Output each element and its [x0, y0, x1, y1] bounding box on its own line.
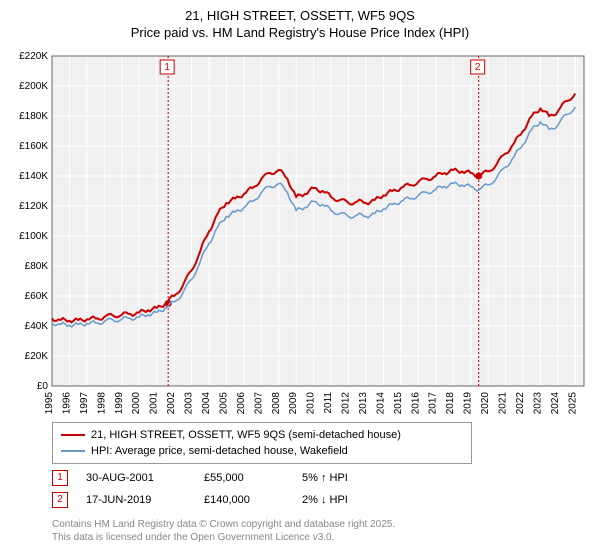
svg-text:2019: 2019 — [463, 391, 474, 414]
svg-text:£220K: £220K — [19, 51, 48, 62]
svg-text:2001: 2001 — [149, 391, 160, 414]
svg-text:2015: 2015 — [393, 391, 404, 414]
svg-text:2018: 2018 — [445, 391, 456, 414]
svg-text:£120K: £120K — [19, 201, 48, 212]
svg-text:1999: 1999 — [114, 391, 125, 414]
marker-price: £140,000 — [204, 494, 284, 506]
svg-text:2006: 2006 — [236, 391, 247, 414]
svg-text:£0: £0 — [37, 381, 49, 392]
svg-text:£60K: £60K — [25, 291, 49, 302]
svg-text:2014: 2014 — [375, 391, 386, 414]
footer-line2: This data is licensed under the Open Gov… — [52, 532, 334, 543]
transaction-rows: 1 30-AUG-2001 £55,000 5% ↑ HPI 2 17-JUN-2… — [8, 470, 592, 508]
title-line1: 21, HIGH STREET, OSSETT, WF5 9QS — [185, 8, 415, 23]
marker-delta: 5% ↑ HPI — [302, 472, 348, 484]
legend-label-1: 21, HIGH STREET, OSSETT, WF5 9QS (semi-d… — [91, 429, 401, 441]
svg-text:2: 2 — [475, 62, 481, 73]
svg-text:1: 1 — [164, 62, 170, 73]
footer: Contains HM Land Registry data © Crown c… — [52, 518, 592, 544]
svg-text:2002: 2002 — [166, 391, 177, 414]
svg-text:2017: 2017 — [428, 391, 439, 414]
marker-price: £55,000 — [204, 472, 284, 484]
svg-text:£100K: £100K — [19, 231, 48, 242]
title-line2: Price paid vs. HM Land Registry's House … — [131, 25, 469, 40]
transaction-row: 2 17-JUN-2019 £140,000 2% ↓ HPI — [52, 492, 592, 508]
svg-text:2012: 2012 — [341, 391, 352, 414]
transaction-row: 1 30-AUG-2001 £55,000 5% ↑ HPI — [52, 470, 592, 486]
svg-text:2007: 2007 — [253, 391, 264, 414]
svg-text:£20K: £20K — [25, 351, 49, 362]
legend-item-1: 21, HIGH STREET, OSSETT, WF5 9QS (semi-d… — [61, 427, 463, 443]
svg-text:2025: 2025 — [567, 391, 578, 414]
legend-label-2: HPI: Average price, semi-detached house,… — [91, 445, 348, 457]
svg-text:2024: 2024 — [550, 391, 561, 414]
svg-text:2016: 2016 — [410, 391, 421, 414]
svg-text:£140K: £140K — [19, 171, 48, 182]
svg-text:£160K: £160K — [19, 141, 48, 152]
marker-date: 30-AUG-2001 — [86, 472, 186, 484]
svg-text:2021: 2021 — [498, 391, 509, 414]
legend-swatch-2 — [61, 450, 85, 452]
svg-text:2020: 2020 — [480, 391, 491, 414]
legend-swatch-1 — [61, 434, 85, 436]
svg-text:1996: 1996 — [61, 391, 72, 414]
marker-date: 17-JUN-2019 — [86, 494, 186, 506]
chart-svg: £0 £20K £40K £60K £80K £100K £120K £140K £160K £1… — [8, 48, 592, 418]
svg-text:2022: 2022 — [515, 391, 526, 414]
svg-text:2000: 2000 — [131, 391, 142, 414]
chart-title: 21, HIGH STREET, OSSETT, WF5 9QS Price p… — [8, 8, 592, 42]
svg-text:2003: 2003 — [184, 391, 195, 414]
svg-text:2008: 2008 — [271, 391, 282, 414]
svg-text:2009: 2009 — [288, 391, 299, 414]
svg-text:1998: 1998 — [96, 391, 107, 414]
legend: 21, HIGH STREET, OSSETT, WF5 9QS (semi-d… — [52, 422, 472, 464]
footer-line1: Contains HM Land Registry data © Crown c… — [52, 519, 395, 530]
marker-delta: 2% ↓ HPI — [302, 494, 348, 506]
marker-badge: 2 — [52, 492, 68, 508]
svg-text:£200K: £200K — [19, 81, 48, 92]
svg-text:2010: 2010 — [306, 391, 317, 414]
svg-text:2011: 2011 — [323, 391, 334, 413]
svg-text:£80K: £80K — [25, 261, 49, 272]
svg-text:2013: 2013 — [358, 391, 369, 414]
legend-item-2: HPI: Average price, semi-detached house,… — [61, 443, 463, 459]
svg-text:£40K: £40K — [25, 321, 49, 332]
svg-text:1997: 1997 — [79, 391, 90, 414]
svg-text:£180K: £180K — [19, 111, 48, 122]
svg-text:2004: 2004 — [201, 391, 212, 414]
marker-badge: 1 — [52, 470, 68, 486]
chart-area: £0 £20K £40K £60K £80K £100K £120K £140K £160K £1… — [8, 48, 592, 418]
svg-text:1995: 1995 — [44, 391, 55, 414]
svg-text:2005: 2005 — [218, 391, 229, 414]
svg-text:2023: 2023 — [532, 391, 543, 414]
